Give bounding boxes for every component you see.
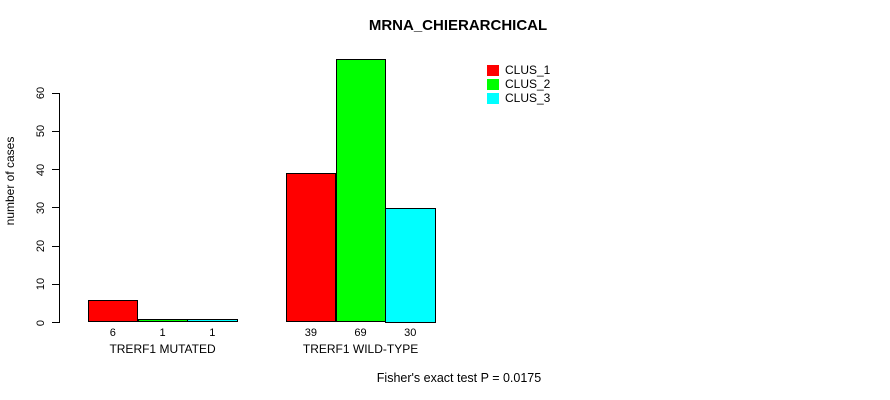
bar-clus_3 bbox=[187, 318, 238, 323]
legend-swatch-icon bbox=[487, 64, 499, 76]
bar-clus_1 bbox=[88, 299, 139, 323]
bar-clus_3 bbox=[385, 207, 436, 323]
y-axis-tick bbox=[52, 92, 59, 94]
bar-clus_1 bbox=[286, 173, 337, 323]
y-axis-tick-label: 10 bbox=[35, 278, 47, 291]
y-axis-tick-label: 50 bbox=[35, 125, 47, 138]
y-axis-tick bbox=[52, 322, 59, 323]
bar-value-label: 1 bbox=[209, 326, 216, 339]
bar-value-label: 39 bbox=[304, 326, 317, 339]
bar-value-label: 6 bbox=[109, 326, 116, 339]
bar-clus_2 bbox=[137, 318, 188, 323]
y-axis-tick bbox=[52, 245, 59, 247]
y-axis-tick bbox=[52, 130, 59, 132]
legend-item-clus_1: CLUS_1 bbox=[487, 63, 550, 77]
chart-title: MRNA_CHIERARCHICAL bbox=[368, 17, 548, 34]
y-axis-label: number of cases bbox=[3, 136, 17, 226]
y-axis-tick-label: 60 bbox=[35, 86, 47, 100]
y-axis-tick-label: 30 bbox=[35, 201, 47, 214]
y-axis-tick bbox=[52, 207, 59, 209]
legend-item-clus_3: CLUS_3 bbox=[487, 91, 550, 105]
legend-label: CLUS_2 bbox=[505, 77, 551, 91]
bar-value-label: 69 bbox=[354, 326, 367, 339]
footnote: Fisher's exact test P = 0.0175 bbox=[376, 371, 542, 385]
y-axis-tick-label: 20 bbox=[35, 239, 47, 253]
x-group-label: TRERF1 WILD-TYPE bbox=[302, 341, 419, 356]
bar-value-label: 30 bbox=[404, 326, 417, 339]
legend: CLUS_1 CLUS_2 CLUS_3 bbox=[487, 63, 550, 105]
legend-label: CLUS_1 bbox=[505, 63, 551, 77]
bar-clus_2 bbox=[335, 58, 386, 323]
y-axis-tick-label: 0 bbox=[35, 319, 47, 326]
bar-value-label: 1 bbox=[159, 326, 166, 339]
y-axis-tick bbox=[52, 169, 59, 170]
legend-swatch-icon bbox=[487, 78, 499, 90]
x-group-label: TRERF1 MUTATED bbox=[109, 341, 216, 356]
legend-label: CLUS_3 bbox=[505, 91, 551, 105]
legend-swatch-icon bbox=[487, 92, 499, 104]
y-axis-line bbox=[59, 93, 60, 323]
y-axis-tick bbox=[52, 283, 59, 285]
y-axis-tick-label: 40 bbox=[35, 163, 47, 176]
legend-item-clus_2: CLUS_2 bbox=[487, 77, 550, 91]
